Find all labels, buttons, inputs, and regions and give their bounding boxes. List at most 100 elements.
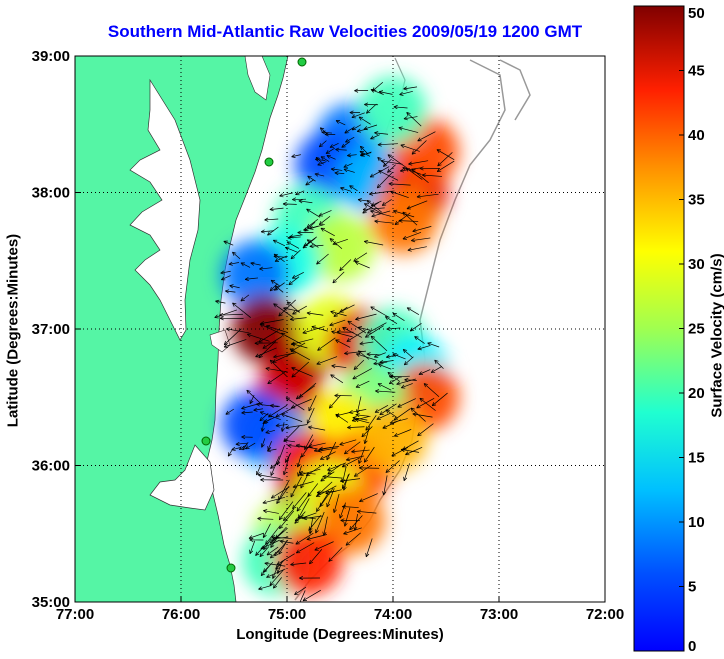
velocity-arrow <box>269 207 284 210</box>
velocity-arrow <box>291 398 312 409</box>
velocity-arrow <box>431 392 448 407</box>
arrow-head <box>262 344 267 349</box>
velocity-arrow <box>349 515 363 531</box>
velocity-arrow <box>307 175 316 182</box>
velocity-arrow <box>400 449 420 453</box>
arrow-head <box>364 203 369 208</box>
velocity-arrow <box>291 338 314 345</box>
y-tick-label: 37:00 <box>32 321 70 338</box>
velocity-arrow <box>405 446 423 455</box>
velocity-arrow <box>340 478 361 482</box>
arrow-head <box>335 413 340 418</box>
velocity-arrow <box>241 411 253 414</box>
velocity-arrow <box>289 348 310 361</box>
arrow-head <box>307 175 312 180</box>
velocity-arrow <box>255 347 277 358</box>
velocity-arrow <box>249 394 255 404</box>
velocity-arrow <box>279 510 295 529</box>
velocity-arrow <box>374 220 394 224</box>
velocity-arrow <box>331 365 347 368</box>
arrow-head <box>214 314 219 319</box>
velocity-arrow <box>396 378 416 385</box>
arrow-head <box>349 185 354 190</box>
velocity-arrow <box>262 418 272 424</box>
arrow-head <box>362 209 367 214</box>
velocity-arrow <box>344 507 351 527</box>
velocity-arrow <box>357 327 372 331</box>
arrow-head <box>280 332 286 337</box>
velocity-arrow <box>390 191 409 199</box>
arrow-head <box>329 238 334 243</box>
arrow-head <box>403 476 408 482</box>
arrow-head <box>416 404 421 409</box>
arrow-head <box>379 411 384 416</box>
arrow-head <box>400 447 405 453</box>
y-tick-label: 38:00 <box>32 185 70 202</box>
arrow-head <box>316 490 321 495</box>
velocity-arrow <box>358 446 366 464</box>
arrow-head <box>229 284 234 289</box>
arrow-head <box>333 312 338 317</box>
velocity-arrow <box>305 179 314 186</box>
velocity-arrow <box>411 168 429 184</box>
velocity-arrow <box>316 253 329 265</box>
arrow-head <box>290 254 295 260</box>
arrow-head <box>319 446 324 451</box>
velocity-arrow <box>406 307 420 315</box>
velocity-arrow <box>240 262 251 268</box>
arrow-head <box>241 405 246 410</box>
velocity-arrow <box>327 464 342 475</box>
velocity-arrow <box>258 341 276 358</box>
velocity-arrow <box>257 474 281 479</box>
sound-water <box>149 444 215 511</box>
arrow-head <box>389 420 394 425</box>
velocity-arrow <box>276 444 285 466</box>
arrow-head <box>282 201 287 207</box>
arrow-head <box>276 499 281 504</box>
arrow-head <box>369 173 375 178</box>
velocity-arrow <box>317 161 327 166</box>
arrow-head <box>421 173 426 178</box>
arrow-head <box>330 167 335 172</box>
arrow-head <box>255 353 260 358</box>
arrow-head <box>328 557 333 562</box>
station-marker <box>297 57 307 67</box>
velocity-arrow <box>227 447 234 457</box>
velocity-arrow <box>351 112 365 118</box>
arrow-head <box>403 361 409 366</box>
station-marker <box>201 436 211 446</box>
colorbar-tick-label: 20 <box>688 385 705 402</box>
velocity-arrow <box>339 502 346 519</box>
arrow-head <box>385 409 390 414</box>
velocity-arrow <box>271 536 292 539</box>
arrow-head <box>430 369 436 373</box>
arrow-head <box>290 347 296 352</box>
velocity-arrow <box>320 471 335 482</box>
arrow-head <box>363 439 368 444</box>
arrow-head <box>393 105 398 110</box>
arrow-head <box>335 147 340 152</box>
arrow-head <box>363 239 369 245</box>
arrow-head <box>437 162 442 167</box>
arrow-head <box>274 551 279 557</box>
arrow-head <box>223 343 229 348</box>
velocity-arrow <box>370 134 380 140</box>
arrow-head <box>306 223 311 228</box>
velocity-arrow <box>345 532 361 546</box>
velocity-arrow <box>273 255 287 258</box>
arrow-head <box>246 389 251 395</box>
velocity-arrow <box>308 426 326 431</box>
arrow-head <box>289 234 294 239</box>
velocity-arrow <box>272 565 279 579</box>
colorbar <box>633 5 685 652</box>
velocity-arrow <box>285 397 305 411</box>
arrow-head <box>309 559 314 565</box>
arrow-head <box>290 562 295 567</box>
velocity-arrow <box>342 466 347 483</box>
arrow-head <box>387 154 392 159</box>
velocity-vectors <box>214 81 455 602</box>
arrow-head <box>295 549 301 554</box>
arrow-head <box>308 407 313 412</box>
arrow-head <box>260 427 265 432</box>
arrow-head <box>308 526 313 531</box>
